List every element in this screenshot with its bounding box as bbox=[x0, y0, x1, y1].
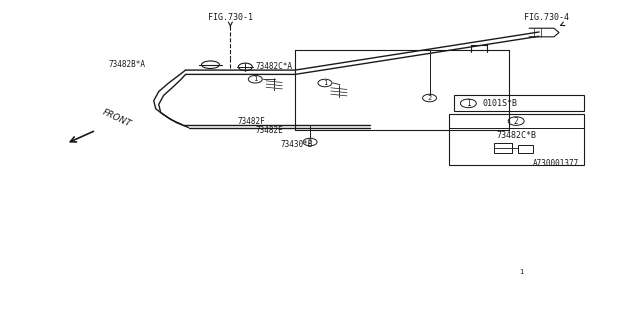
Text: 73482C*B: 73482C*B bbox=[496, 131, 536, 140]
Text: FRONT: FRONT bbox=[101, 108, 132, 129]
Text: A730001377: A730001377 bbox=[532, 159, 579, 168]
Text: FIG.730-4: FIG.730-4 bbox=[524, 13, 569, 22]
Text: 73482F: 73482F bbox=[237, 117, 265, 126]
Text: 2: 2 bbox=[428, 95, 431, 101]
Text: 1: 1 bbox=[253, 76, 257, 82]
Bar bbox=[449, 114, 584, 165]
Text: 2: 2 bbox=[514, 116, 518, 125]
Text: 2: 2 bbox=[308, 139, 312, 145]
Text: 73430*B: 73430*B bbox=[280, 140, 312, 149]
Text: 73482E: 73482E bbox=[255, 126, 283, 135]
Bar bbox=[494, 143, 512, 153]
Text: 1: 1 bbox=[519, 269, 524, 276]
Text: 73482B*A: 73482B*A bbox=[109, 60, 146, 69]
Text: 1: 1 bbox=[323, 80, 327, 86]
Bar bbox=[454, 95, 584, 111]
Text: 0101S*B: 0101S*B bbox=[483, 99, 517, 108]
Text: 1: 1 bbox=[466, 99, 470, 108]
Text: FIG.730-1: FIG.730-1 bbox=[208, 13, 253, 22]
Bar bbox=[518, 145, 533, 153]
Text: 73482C*A: 73482C*A bbox=[255, 62, 292, 71]
